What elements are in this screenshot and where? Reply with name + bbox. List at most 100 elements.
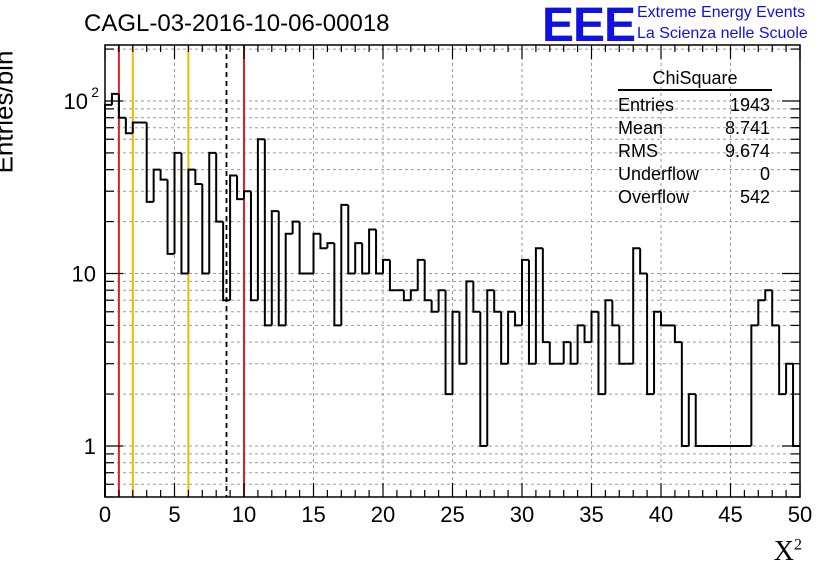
- histogram-bin: [604, 299, 613, 395]
- histogram-bin: [229, 174, 238, 301]
- stats-row: Overflow 542: [612, 187, 778, 210]
- stats-row: RMS 9.674: [612, 141, 778, 164]
- histogram-bin: [409, 289, 418, 301]
- histogram-bin: [465, 280, 474, 364]
- histogram-bin: [416, 258, 425, 291]
- histogram-bin: [472, 281, 481, 313]
- histogram-bin: [590, 310, 599, 343]
- histogram-bin: [145, 122, 154, 203]
- stats-label: Overflow: [618, 187, 690, 207]
- histogram-bin: [131, 121, 140, 134]
- x-tick-label: 30: [510, 502, 534, 527]
- histogram-bin: [361, 243, 370, 275]
- y-tick-label: 10: [64, 89, 88, 114]
- histogram-bin: [792, 363, 800, 447]
- logo-line-1: Extreme Energy Events: [637, 4, 806, 21]
- x-tick-label: 0: [99, 502, 111, 527]
- histogram-bin: [222, 221, 231, 302]
- histogram-bin: [319, 233, 328, 250]
- histogram-bin: [423, 259, 432, 302]
- x-tick-label: 25: [440, 502, 464, 527]
- stats-value: 542: [739, 187, 770, 207]
- histogram-bin: [117, 93, 126, 119]
- histogram-bin: [583, 325, 592, 344]
- histogram-bin: [284, 232, 293, 326]
- histogram-bin: [166, 179, 175, 255]
- histogram-bin: [298, 221, 307, 275]
- stats-label: RMS: [618, 141, 658, 161]
- histogram-bin: [388, 259, 397, 292]
- x-axis-label-base: X: [773, 536, 794, 567]
- histogram-bin: [493, 290, 502, 313]
- histogram-bin: [326, 242, 335, 249]
- histogram-bin: [694, 394, 703, 447]
- histogram-bin: [500, 311, 509, 365]
- stats-value: 8.741: [724, 118, 770, 138]
- stats-label: Entries: [618, 95, 675, 115]
- histogram-bin: [479, 311, 488, 447]
- y-tick-label: 10: [72, 262, 96, 287]
- histogram-bin: [291, 220, 300, 234]
- histogram-bin: [256, 138, 265, 301]
- histogram-bin: [208, 151, 217, 274]
- histogram-bin: [159, 169, 168, 181]
- histogram-bin: [104, 103, 112, 497]
- stats-value: 1943: [729, 95, 770, 115]
- histogram-bin: [750, 324, 759, 446]
- histogram-bin: [486, 289, 495, 446]
- histogram-bin: [124, 117, 133, 135]
- histogram-bin: [576, 324, 585, 364]
- histogram-bin: [514, 311, 522, 327]
- x-tick-label: 10: [232, 502, 256, 527]
- stats-value: 9.674: [724, 141, 770, 161]
- histogram-bin: [562, 341, 571, 364]
- histogram-bin: [333, 243, 342, 327]
- chart-title: CAGL-03-2016-10-06-00018: [84, 10, 390, 37]
- histogram-bin: [680, 342, 689, 447]
- x-tick-label: 40: [649, 502, 673, 527]
- histogram-bin: [548, 342, 557, 365]
- histogram-bin: [785, 362, 794, 395]
- histogram-bin: [249, 191, 258, 302]
- histogram-bin: [375, 229, 383, 275]
- stats-row: Underflow 0: [612, 164, 778, 187]
- histogram-bin: [201, 184, 210, 275]
- histogram-bin: [507, 310, 516, 364]
- stats-box: ChiSquare Entries 1943 Mean 8.741 RMS 9.674…: [612, 68, 778, 210]
- logo-line-2: La Scienza nelle Scuole: [637, 25, 808, 42]
- histogram-bin: [263, 139, 272, 327]
- histogram-bin: [639, 248, 648, 275]
- histogram-bin: [347, 204, 356, 275]
- histogram-bin: [534, 247, 543, 364]
- histogram-bin: [173, 151, 182, 254]
- histogram-bin: [660, 311, 668, 327]
- stats-label: Mean: [618, 118, 664, 138]
- y-axis-label: Entries/bin: [0, 50, 19, 174]
- histogram-bin: [215, 152, 224, 223]
- histogram-bin: [764, 289, 773, 301]
- histogram-bin: [243, 190, 251, 200]
- histogram-bin: [569, 342, 578, 365]
- histogram-bin: [778, 325, 787, 396]
- histogram-bin: [110, 92, 119, 105]
- histogram-bin: [771, 290, 780, 327]
- x-tick-label: 5: [168, 502, 180, 527]
- histogram-bin: [312, 232, 321, 274]
- stats-label: Underflow: [618, 164, 700, 184]
- stats-value: 0: [759, 164, 770, 184]
- x-tick-label: 45: [718, 502, 742, 527]
- histogram-bin: [757, 299, 766, 326]
- histogram-bin: [632, 247, 641, 364]
- histogram-bin: [444, 290, 453, 396]
- histogram-bin: [618, 325, 627, 365]
- histogram-bin: [152, 168, 161, 202]
- marker-lines: [117, 45, 245, 497]
- histogram-bin: [430, 300, 439, 313]
- histogram-bin: [611, 300, 620, 327]
- x-tick-label: 20: [371, 502, 395, 527]
- x-axis-label: X2: [774, 536, 802, 568]
- histogram-bin: [597, 311, 606, 396]
- histogram-bin: [521, 258, 529, 326]
- histogram-bin: [541, 248, 550, 344]
- histogram-bin: [277, 211, 286, 327]
